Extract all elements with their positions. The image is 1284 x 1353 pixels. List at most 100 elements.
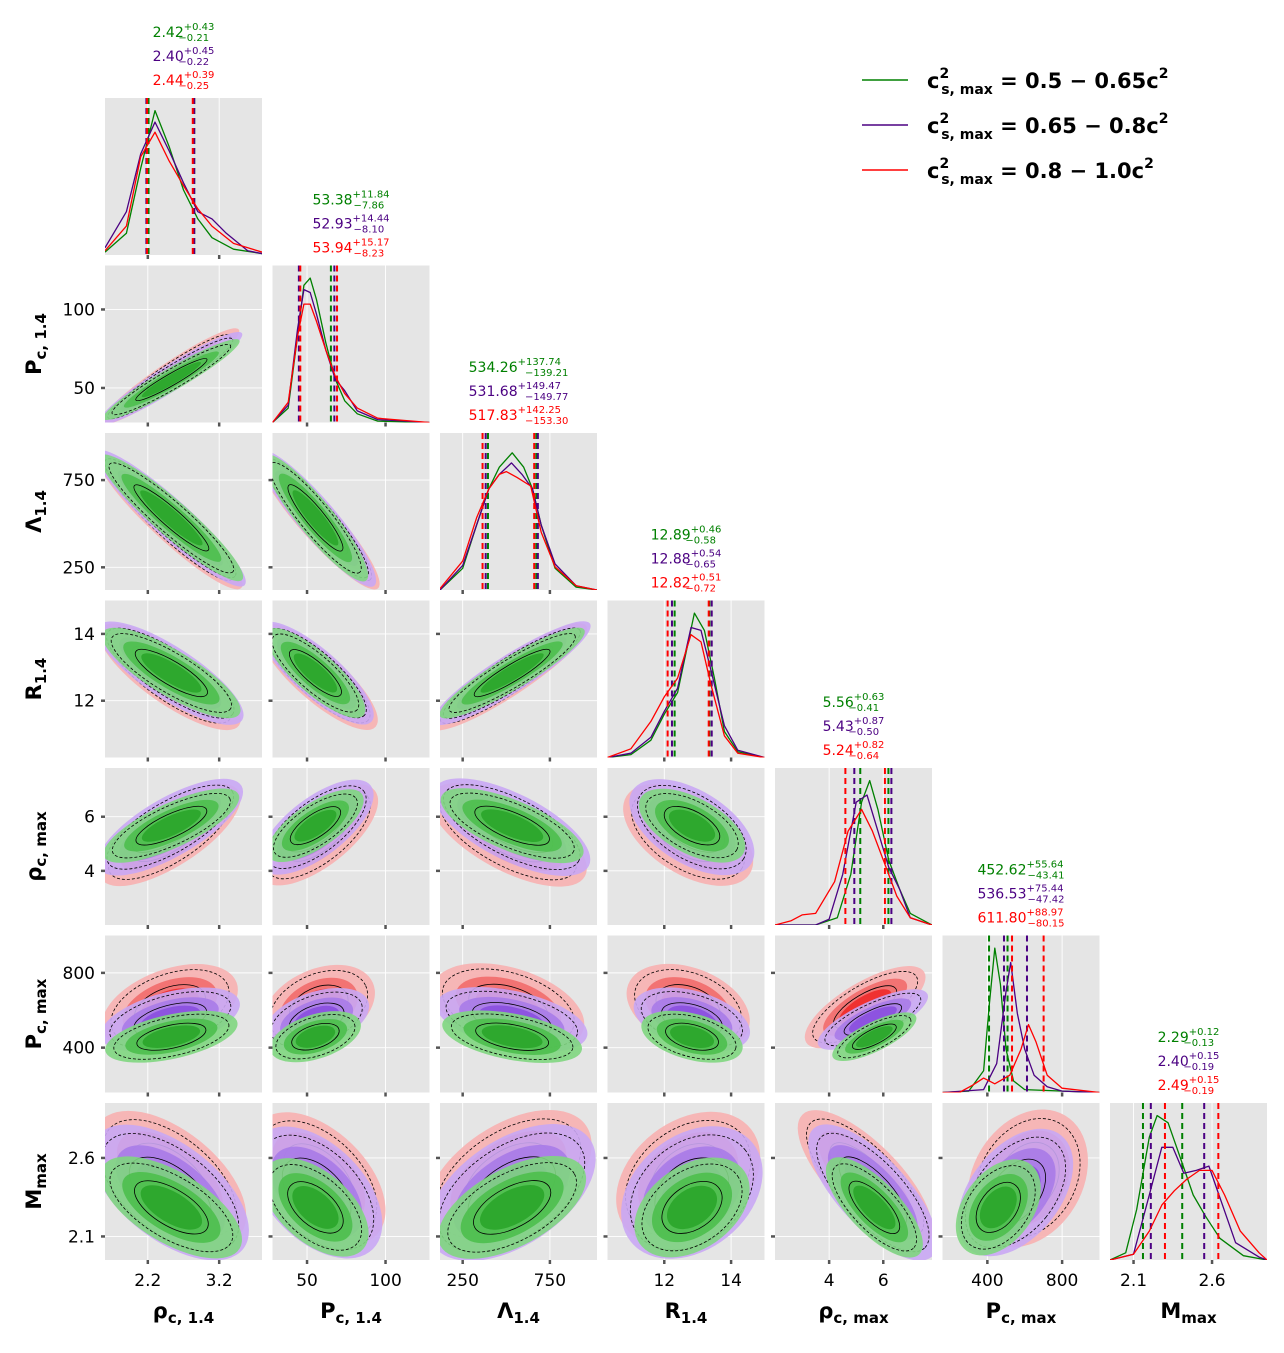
y-tick-text: 2.6 [68, 1149, 95, 1169]
y-tick-text: 4 [84, 862, 95, 882]
contour-fill-purple [848, 1006, 897, 1033]
x-tick-text: 4 [824, 1271, 835, 1291]
stat-plus-red: +0.15 [1189, 1075, 1220, 1086]
contour-line-95-green [109, 1162, 234, 1253]
panel-plot-area [272, 449, 380, 590]
contour-line-68-green [975, 1181, 1021, 1233]
legend-rest: = 0.65 − 0.8c [993, 114, 1159, 138]
stat-label-red: 611.80+88.97 −80.15 [977, 908, 1064, 930]
panel-plot-area [272, 265, 430, 423]
stat-label-green: 2.42+0.43 −0.21 [153, 22, 215, 44]
y-tick-text: 50 [73, 379, 95, 399]
density-curve-purple [440, 462, 597, 590]
stat-minus-purple: −0.22 [178, 57, 209, 68]
density-curve-red [105, 131, 262, 253]
panel-plot-area [105, 1110, 249, 1260]
density-curve-green [1110, 1114, 1267, 1260]
axis-label-sub: c, 1.4 [32, 313, 50, 359]
panel-R_14-M_max [603, 1103, 765, 1264]
x-tick-label: 4 [824, 1271, 835, 1291]
axis-label-base: Λ [22, 516, 46, 533]
contour-line-68-green [136, 1022, 207, 1051]
stat-minus-purple: −149.77 [525, 392, 568, 403]
x-tick-label: 6 [878, 1271, 889, 1291]
x-axis-label-Lambda_14: Λ1.4 [497, 1299, 540, 1327]
y-tick-label: 4 [84, 862, 95, 882]
contour-fill-green [293, 653, 338, 693]
contour-line-68-green [473, 648, 551, 698]
panel-plot-area [272, 964, 375, 1063]
contour-line-68-green [661, 1180, 723, 1234]
stat-label-red: 12.82+0.51 −0.72 [651, 573, 722, 595]
panel-background [440, 433, 597, 590]
x-tick-label: 250 [446, 1271, 478, 1291]
contour-fill-green [668, 809, 716, 842]
x-tick-text: 100 [369, 1271, 401, 1291]
legend-sub: s, max [941, 172, 993, 188]
stat-minus-green: −0.13 [1183, 1038, 1214, 1049]
stat-label-green: 2.29+0.12 −0.13 [1158, 1027, 1220, 1049]
x-tick-label: 100 [369, 1271, 401, 1291]
x-tick-label: 14 [720, 1271, 742, 1291]
stat-minus-purple: −0.19 [1183, 1062, 1214, 1073]
panel-rho_c_max-P_c_max [771, 935, 932, 1097]
panel-background [942, 935, 1100, 1093]
stat-plus-red: +0.82 [854, 740, 885, 751]
panel-rho_c_14-Lambda_14 [101, 433, 262, 594]
contour-line-95-green [449, 792, 575, 859]
panel-rho_c_14-P_c_max [101, 935, 262, 1097]
panel-rho_c_14-M_max [101, 1103, 262, 1264]
y-tick-label: 2.1 [68, 1227, 95, 1247]
y-tick-label: 12 [73, 692, 95, 712]
density-curve-red [272, 303, 430, 423]
contour-fill-green [292, 490, 339, 546]
contour-line-68-green [475, 1022, 549, 1051]
axis-label-sub: 1.4 [681, 1309, 708, 1327]
y-tick-label: 2.6 [68, 1149, 95, 1169]
stat-median-purple: 531.68 [469, 384, 518, 400]
stat-median-green: 534.26 [469, 360, 518, 376]
contour-fill-green [294, 809, 337, 842]
stat-minus-red: −80.15 [1028, 919, 1065, 930]
y-tick-label: 14 [73, 625, 95, 645]
x-tick-text: 800 [1046, 1271, 1078, 1291]
x-tick-text: 400 [971, 1271, 1003, 1291]
contour-line-68-green [291, 1022, 340, 1051]
legend-label-purple: c2 s, max = 0.65 − 0.8c2 [927, 111, 1168, 143]
legend-sub: s, max [941, 127, 993, 143]
density-curve-green [942, 947, 1100, 1093]
density-curve-red [440, 470, 597, 590]
stat-label-red: 2.49+0.15 −0.19 [1158, 1075, 1220, 1097]
contour-line-68-green [134, 1180, 209, 1235]
stat-label-red: 2.44+0.39 −0.25 [153, 70, 215, 92]
axis-label-sub: c, 1.4 [336, 1309, 382, 1327]
y-tick-text: 750 [63, 471, 95, 491]
axis-label-sub: c, max [32, 978, 50, 1034]
stat-plus-red: +0.51 [691, 573, 722, 584]
stat-label-green: 12.89+0.46 −0.58 [651, 525, 722, 547]
stat-plus-purple: +0.15 [1189, 1051, 1220, 1062]
contour-fill-green [979, 1186, 1017, 1229]
panel-plot-area [942, 935, 1100, 1093]
stat-minus-green: −139.21 [525, 368, 568, 379]
density-curve-purple [942, 961, 1100, 1093]
x-tick-text: 2.1 [1120, 1271, 1147, 1291]
stat-median-purple: 2.40 [1158, 1054, 1189, 1070]
contour-line-95-green [960, 1165, 1036, 1250]
density-curve-purple [272, 288, 430, 423]
contour-line-95-green [641, 1163, 743, 1252]
stat-plus-purple: +149.47 [518, 381, 561, 392]
y-tick-text: 2.1 [68, 1227, 95, 1247]
panel-plot-area [272, 1112, 386, 1259]
contour-line-95-green [108, 462, 235, 574]
stat-plus-green: +0.12 [1189, 1027, 1220, 1038]
stat-label-purple: 52.93+14.44 −8.10 [312, 214, 389, 236]
axis-label-sub: c, max [833, 1309, 889, 1327]
panel-Lambda_14-rho_c_max [436, 768, 597, 929]
contour-line-68-green [287, 1181, 344, 1234]
contour-line-68-green [287, 484, 344, 552]
contour-line-95-green [448, 633, 576, 713]
panel-plot-area [105, 621, 244, 731]
panel-M_max-M_max: 2.29+0.12 −0.132.40+0.15 −0.192.49+0.15 −0.… [1110, 1027, 1267, 1264]
